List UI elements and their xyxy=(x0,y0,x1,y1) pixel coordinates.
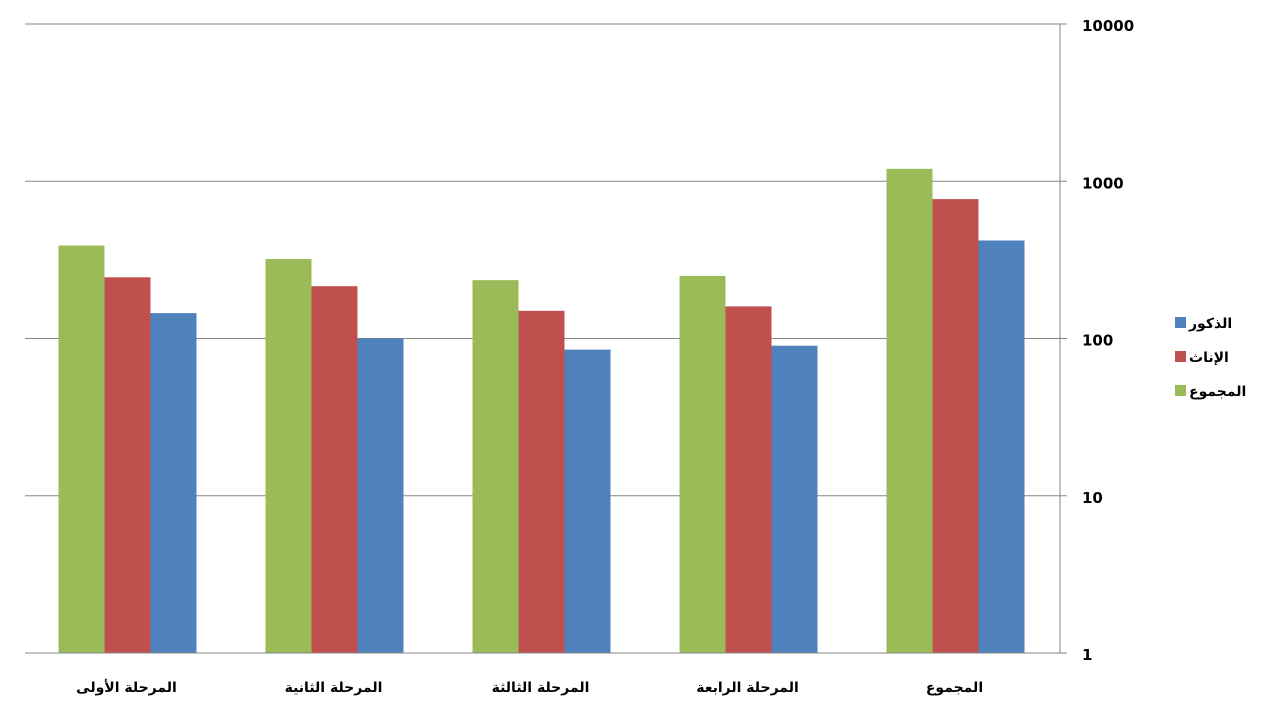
bar xyxy=(771,345,818,653)
bar xyxy=(265,259,312,653)
bar xyxy=(150,313,197,653)
axes: 10000 1000 100 10 1 المرحلة الأولى المرحلة الث… xyxy=(25,17,1134,696)
y-tick-label: 1 xyxy=(1082,646,1092,664)
bar xyxy=(58,245,105,653)
bar xyxy=(472,280,519,653)
y-tick-label: 1000 xyxy=(1082,174,1124,192)
bar xyxy=(104,277,151,653)
y-tick-label: 10000 xyxy=(1082,17,1134,35)
x-tick-label: المرحلة الأولى xyxy=(76,679,177,696)
bar xyxy=(518,310,565,653)
legend-label: المجموع xyxy=(1189,384,1246,400)
legend-label: الإناث xyxy=(1189,350,1229,366)
legend-swatch xyxy=(1175,351,1186,362)
legend-swatch xyxy=(1175,317,1186,328)
bar xyxy=(564,349,611,653)
legend-label: الذكور xyxy=(1188,316,1232,332)
bar xyxy=(725,306,772,653)
bar xyxy=(311,286,358,653)
bar xyxy=(357,338,404,653)
bar xyxy=(679,275,726,653)
legend: الذكور الإناث المجموع xyxy=(1175,316,1246,400)
bars xyxy=(58,168,1025,653)
y-tick-label: 10 xyxy=(1082,489,1103,507)
bar xyxy=(932,199,979,653)
bar xyxy=(886,168,933,653)
x-tick-label: المرحلة الثانية xyxy=(285,680,383,696)
bar xyxy=(978,240,1025,653)
x-tick-label: المرحلة الثالثة xyxy=(492,680,590,696)
x-tick-label: المجموع xyxy=(926,680,983,696)
x-tick-label: المرحلة الرابعة xyxy=(696,680,799,696)
y-tick-label: 100 xyxy=(1082,332,1113,350)
legend-swatch xyxy=(1175,385,1186,396)
